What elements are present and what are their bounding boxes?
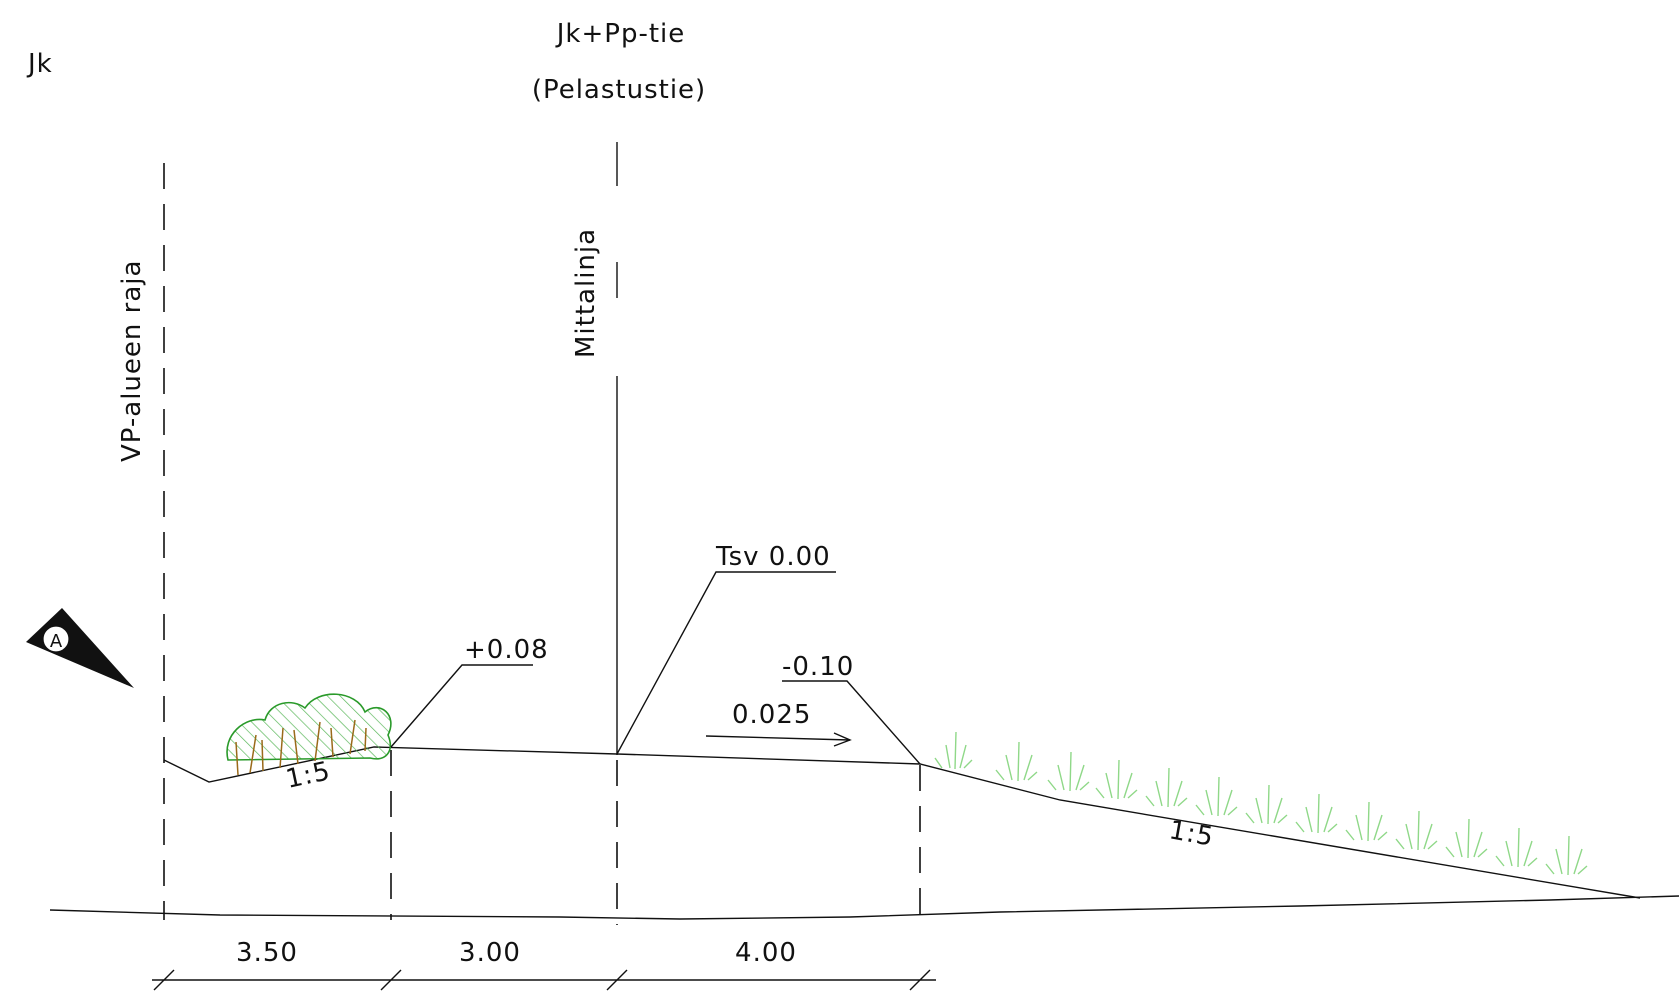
shrub-icon: [226, 693, 392, 776]
cross-fall-arrow: [705, 735, 851, 741]
cross-fall-label: 0.025: [732, 700, 811, 730]
elevation-left-label: +0.08: [464, 635, 549, 665]
measure-line-label: Mittalinja: [571, 228, 601, 358]
embankment-slope-label: 1:5: [1167, 815, 1216, 852]
dimension-tick: [153, 969, 175, 991]
dimension-tick: [909, 969, 931, 991]
elevation-leader-center: [616, 571, 836, 755]
dimension-right: 4.00: [735, 938, 797, 968]
boundary-label: VP-alueen raja: [117, 260, 147, 462]
dimension-tick: [606, 969, 628, 991]
road-subtitle: (Pelastustie): [532, 75, 706, 105]
section-marker-label: A: [50, 631, 63, 652]
corner-label: Jk: [26, 49, 53, 79]
dimension-middle: 3.00: [459, 938, 521, 968]
left-ditch-slope-label: 1:5: [283, 756, 333, 795]
elevation-leader-right: [782, 680, 921, 765]
elevation-leader-left: [390, 664, 533, 748]
road-type-title: Jk+Pp-tie: [555, 19, 686, 49]
dimension-left: 3.50: [236, 938, 298, 968]
elevation-right-label: -0.10: [782, 652, 854, 682]
dimension-tick: [380, 969, 402, 991]
section-marker-icon: A: [26, 608, 134, 688]
existing-ground-line: [49, 895, 1679, 920]
elevation-center-label: Tsv 0.00: [715, 542, 831, 572]
grass-icon: [934, 731, 1588, 876]
arrow-head-icon: [833, 732, 852, 747]
